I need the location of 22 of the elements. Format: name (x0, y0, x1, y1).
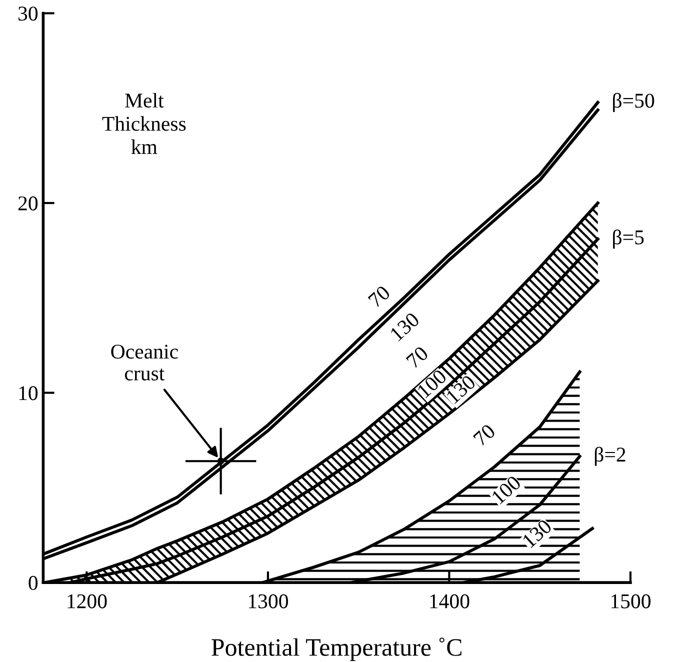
annotation: β=5 (613, 230, 644, 249)
annotation: 130 (390, 312, 420, 342)
annotation: 130 (522, 518, 553, 548)
x-tick-label: 1300 (248, 594, 288, 608)
annotation: Oceanic crust (111, 344, 178, 380)
annotation: 70 (406, 346, 430, 369)
annotation: 130 (446, 374, 476, 404)
annotation: 100 (491, 474, 522, 505)
y-tick-label: 0 (28, 576, 38, 590)
x-tick-label: 1500 (611, 594, 650, 608)
y-tick-label: 10 (19, 386, 38, 400)
y-axis-title: Melt Thickness km (102, 92, 186, 154)
x-axis-title: Potential Temperature ˚C (212, 638, 462, 661)
annotation: 100 (416, 368, 448, 398)
x-tick-label: 1400 (430, 594, 470, 608)
annotation: 70 (472, 423, 496, 446)
x-tick-label: 1200 (68, 594, 107, 608)
y-tick-label: 20 (18, 196, 38, 210)
annotation: β=2 (594, 446, 626, 466)
annotation: 70 (368, 284, 391, 308)
annotation: β=50 (613, 92, 654, 112)
y-tick-label: 30 (18, 6, 38, 21)
